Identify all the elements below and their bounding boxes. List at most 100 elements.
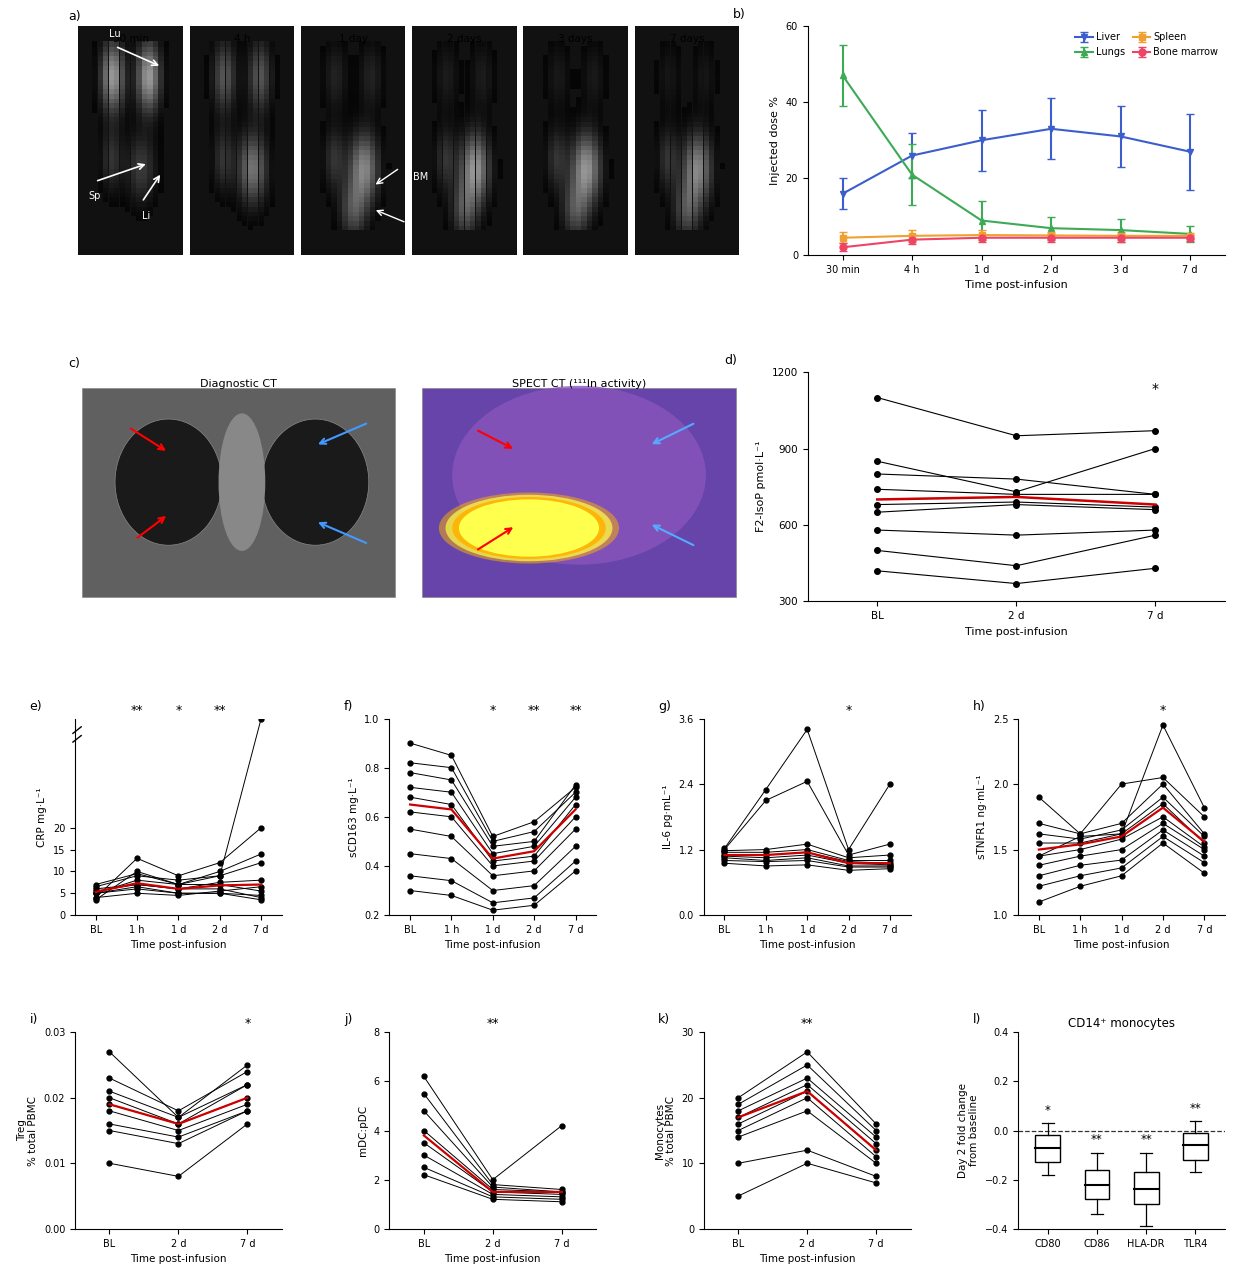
Bar	[209, 178, 214, 183]
Bar	[492, 136, 498, 141]
Bar	[709, 116, 715, 122]
Bar	[570, 150, 575, 155]
Bar	[248, 215, 252, 221]
Text: e): e)	[30, 700, 42, 713]
Bar	[336, 187, 342, 193]
Bar	[660, 150, 665, 155]
Bar	[220, 173, 225, 179]
Bar	[236, 145, 241, 151]
Bar	[159, 116, 164, 122]
Bar	[109, 120, 114, 127]
Bar	[320, 154, 325, 160]
Bar	[448, 64, 454, 70]
Bar	[438, 168, 442, 174]
Bar	[248, 111, 252, 118]
Bar	[576, 210, 581, 216]
Bar	[565, 168, 570, 174]
Bar	[681, 215, 686, 221]
Ellipse shape	[452, 385, 706, 564]
Bar	[164, 60, 169, 65]
Bar	[141, 125, 148, 132]
Bar	[348, 215, 352, 221]
Bar	[148, 164, 152, 169]
Bar	[604, 92, 609, 99]
Bar	[481, 196, 486, 202]
Bar	[381, 64, 386, 70]
Bar	[236, 106, 241, 113]
Bar	[98, 92, 102, 99]
Bar	[359, 41, 364, 47]
Bar	[492, 173, 498, 179]
Bar	[253, 196, 259, 202]
Bar	[559, 220, 565, 225]
Bar	[164, 78, 169, 84]
Bar	[326, 78, 331, 84]
Bar	[442, 196, 448, 202]
Bar	[665, 168, 670, 174]
Bar	[375, 131, 380, 136]
Bar	[670, 120, 676, 127]
Bar	[152, 55, 158, 61]
Bar	[370, 136, 375, 141]
Bar	[549, 50, 554, 56]
Bar	[104, 50, 109, 56]
Bar	[348, 173, 352, 179]
Bar	[559, 88, 565, 93]
Bar	[326, 125, 331, 132]
Bar	[699, 173, 704, 179]
Bar	[448, 116, 454, 122]
Bar	[370, 215, 375, 221]
Bar	[709, 60, 715, 65]
Bar	[570, 164, 575, 169]
Bar	[364, 125, 370, 132]
Bar	[431, 145, 436, 151]
Bar	[586, 159, 592, 165]
Bar	[364, 111, 370, 118]
Bar	[270, 78, 275, 84]
Bar	[475, 210, 481, 216]
Bar	[136, 154, 141, 160]
Bar	[598, 92, 602, 99]
Bar	[559, 196, 565, 202]
Bar	[359, 120, 364, 127]
Bar	[570, 69, 575, 76]
Bar	[331, 150, 336, 155]
Bar	[465, 74, 470, 79]
Bar	[576, 206, 581, 211]
Bar	[586, 150, 592, 155]
Bar	[665, 140, 670, 146]
Bar	[370, 159, 375, 165]
Bar	[576, 102, 581, 108]
Bar	[92, 46, 98, 51]
Bar	[486, 92, 491, 99]
Bar	[331, 182, 336, 188]
Bar	[715, 64, 720, 70]
Bar	[542, 60, 548, 65]
Bar	[570, 83, 575, 90]
Bar	[125, 192, 130, 197]
Bar	[359, 150, 364, 155]
Bar	[114, 92, 120, 99]
Bar	[342, 111, 348, 118]
Bar	[665, 196, 670, 202]
Bar	[699, 69, 704, 76]
Bar	[375, 92, 380, 99]
Bar	[654, 88, 659, 93]
Bar	[459, 164, 464, 169]
Bar	[131, 164, 136, 169]
Bar	[131, 140, 136, 146]
Bar	[125, 154, 130, 160]
Bar	[225, 125, 231, 132]
Bar	[559, 206, 565, 211]
Bar	[709, 159, 715, 165]
Bar	[470, 41, 475, 47]
Bar	[438, 201, 442, 207]
Bar	[570, 196, 575, 202]
Bar	[370, 125, 375, 132]
Bar	[486, 173, 491, 179]
Bar	[125, 111, 130, 118]
Bar	[581, 102, 586, 108]
Bar	[481, 120, 486, 127]
Bar	[354, 145, 359, 151]
Bar	[359, 173, 364, 179]
